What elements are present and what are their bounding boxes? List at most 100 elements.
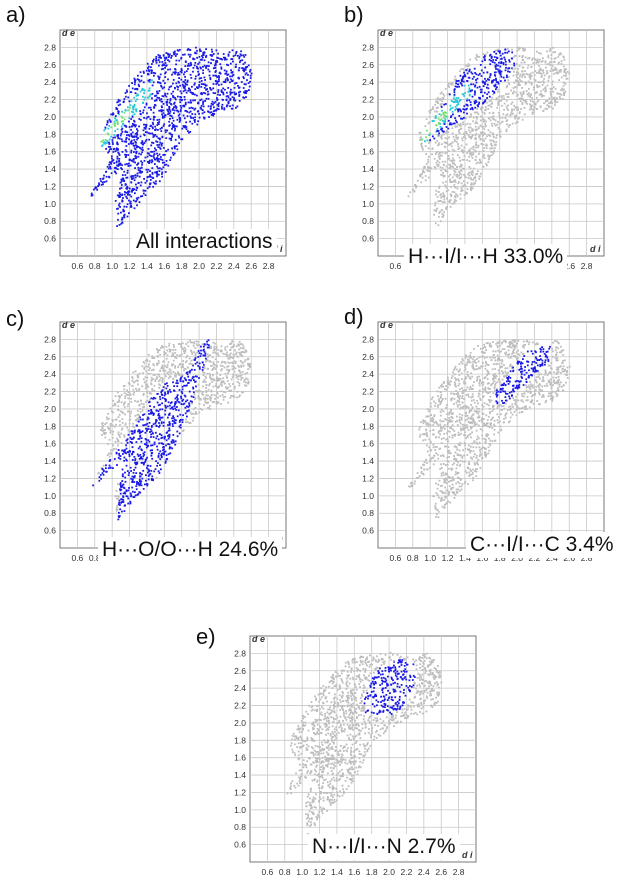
data-point [110, 410, 113, 413]
data-point [192, 344, 195, 347]
data-point [132, 496, 135, 498]
data-point [486, 83, 489, 86]
x-tick-label: 2.6 [563, 261, 575, 271]
data-point [520, 108, 522, 110]
data-point [153, 135, 156, 137]
data-point [442, 192, 445, 195]
data-point [242, 76, 245, 78]
data-point [187, 345, 190, 348]
data-point [175, 145, 178, 147]
data-point [143, 367, 146, 369]
data-point [124, 163, 127, 166]
data-point [469, 103, 472, 106]
data-point [456, 173, 458, 176]
data-point [124, 149, 127, 151]
data-point [454, 101, 456, 103]
data-point [453, 367, 456, 370]
data-point [157, 454, 160, 457]
data-point [135, 144, 137, 147]
data-point [203, 379, 206, 381]
data-point [437, 153, 440, 156]
data-point [217, 108, 220, 111]
data-point [462, 151, 464, 154]
data-point [439, 414, 442, 417]
data-point [558, 79, 560, 81]
data-point [509, 114, 512, 117]
data-point [488, 104, 491, 107]
data-point [458, 165, 461, 168]
data-point [533, 103, 536, 105]
data-point [167, 68, 169, 71]
data-point [471, 146, 474, 149]
data-point [460, 80, 463, 82]
data-point [165, 137, 168, 139]
data-point [528, 76, 531, 78]
data-point [177, 110, 180, 113]
data-point [107, 145, 110, 148]
data-point [511, 109, 513, 112]
data-point [202, 385, 204, 388]
data-point [124, 95, 127, 98]
data-point [189, 61, 192, 64]
data-point [199, 58, 202, 61]
data-point [170, 103, 173, 106]
data-point [209, 408, 211, 410]
data-point [123, 111, 126, 114]
data-point [524, 100, 527, 102]
data-point [456, 80, 459, 82]
data-point [178, 432, 181, 435]
data-point [467, 126, 470, 129]
data-point [175, 419, 177, 422]
data-point [204, 79, 206, 81]
data-point [116, 464, 118, 466]
data-point [495, 49, 498, 52]
data-point [427, 158, 429, 161]
data-point [145, 370, 148, 373]
data-point [154, 99, 156, 102]
data-point [175, 382, 178, 384]
data-point [421, 138, 424, 141]
data-point [433, 421, 436, 424]
data-point [192, 386, 194, 389]
data-point [489, 135, 492, 137]
data-point [160, 109, 162, 112]
data-point [239, 61, 241, 64]
data-point [130, 159, 133, 162]
data-point [118, 399, 120, 402]
data-point [154, 374, 156, 376]
data-point [177, 135, 180, 137]
data-point [500, 61, 503, 63]
data-point [468, 89, 471, 91]
data-point [137, 181, 140, 184]
data-point [135, 94, 138, 97]
data-point [132, 189, 134, 191]
data-point [227, 78, 229, 81]
data-point [224, 353, 227, 356]
data-point [121, 510, 123, 513]
data-point [100, 183, 103, 186]
data-point [460, 82, 463, 85]
data-point [132, 422, 134, 425]
data-point [112, 143, 114, 145]
data-point [194, 116, 196, 119]
y-tick-label: 0.8 [44, 216, 56, 226]
data-point [152, 177, 155, 179]
data-point [155, 409, 158, 412]
data-point [125, 195, 128, 198]
data-point [542, 88, 545, 91]
data-point [544, 61, 547, 64]
data-point [120, 432, 123, 435]
data-point [452, 122, 455, 125]
data-point [475, 162, 478, 165]
data-point [129, 441, 132, 443]
data-point [138, 389, 140, 391]
data-point [217, 386, 220, 389]
data-point [482, 85, 485, 87]
data-point [107, 443, 109, 445]
data-point [178, 364, 181, 366]
data-point [217, 401, 220, 404]
data-point [155, 149, 157, 151]
data-point [131, 82, 133, 84]
data-point [130, 142, 132, 145]
data-point [164, 94, 167, 97]
